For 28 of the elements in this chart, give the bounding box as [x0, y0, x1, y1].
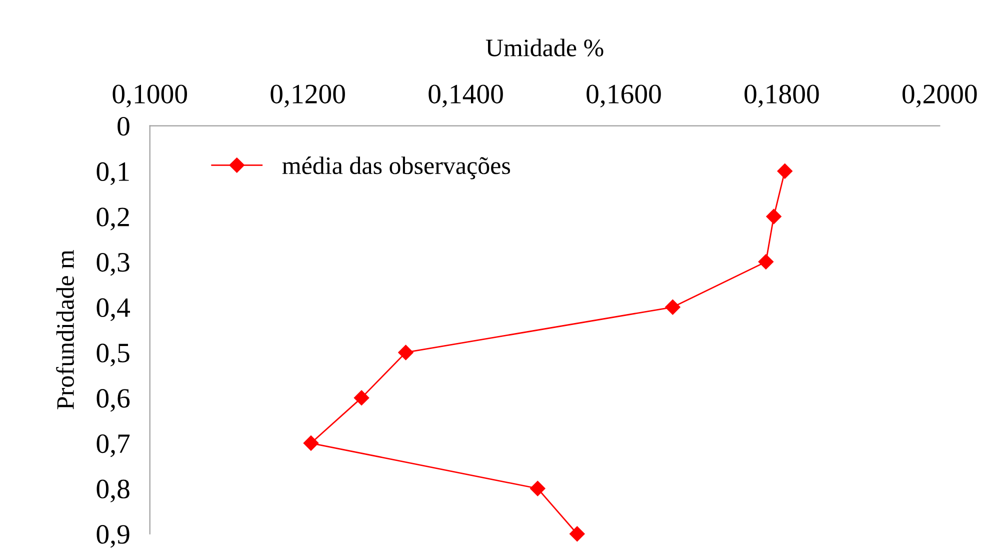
point	[777, 164, 792, 179]
point	[303, 436, 319, 451]
x-tick-label: 0,1600	[586, 84, 661, 108]
point	[570, 526, 585, 542]
y-tick-label: 0,5	[96, 344, 130, 366]
y-tick-label: 0,2	[96, 208, 129, 230]
point	[354, 390, 370, 406]
x-axis-title: Umidade %	[486, 38, 604, 56]
y-axis-title: Profundidade m	[56, 250, 74, 410]
y-tick-label: 0,1	[96, 162, 129, 186]
y-tick-label: 0,9	[96, 525, 130, 548]
x-tick-label: 0,1200	[270, 84, 345, 108]
y-tick-label: 0,7	[96, 434, 130, 458]
point	[398, 344, 414, 360]
y-tick-label: 0,4	[96, 298, 130, 322]
point	[530, 480, 546, 496]
point	[766, 208, 782, 224]
point	[665, 300, 680, 315]
point	[758, 254, 774, 270]
legend-label: média das observações	[282, 156, 510, 180]
x-tick-label: 0,1400	[428, 84, 503, 108]
y-tick-label: 0,6	[96, 388, 130, 412]
x-tick-label: 0,1000	[112, 84, 188, 108]
y-tick-label: 0	[118, 116, 130, 136]
y-tick-label: 0,8	[96, 480, 130, 502]
x-tick-label: 0,2000	[902, 84, 977, 108]
y-tick-label: 0,3	[96, 252, 130, 276]
x-tick-label: 0,1800	[744, 84, 819, 108]
